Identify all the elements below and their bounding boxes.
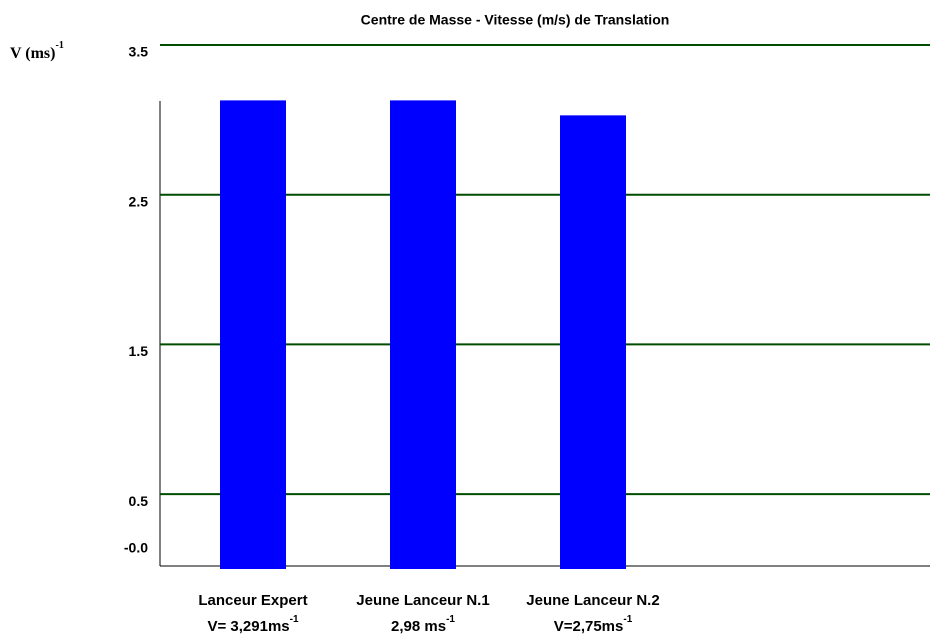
x-sublabel: V= 3,291ms-1 (207, 614, 298, 635)
x-sublabel-exponent: -1 (446, 614, 455, 625)
y-axis-label-exponent: -1 (55, 40, 63, 51)
x-sublabel-text: 2,98 ms (391, 618, 446, 635)
x-sublabel: V=2,75ms-1 (554, 614, 633, 635)
x-sublabel-text: V= 3,291ms (207, 618, 289, 635)
y-axis-label-text: V (ms) (10, 45, 55, 62)
y-tick-label: 1.5 (129, 343, 149, 359)
x-sublabel-exponent: -1 (623, 614, 632, 625)
bar (560, 115, 626, 569)
chart-title: Centre de Masse - Vitesse (m/s) de Trans… (361, 12, 670, 28)
x-tick-label: Jeune Lanceur N.2 (526, 592, 659, 609)
bar (390, 100, 456, 569)
x-tick-label: Lanceur Expert (198, 592, 307, 609)
y-tick-label: 0.5 (129, 493, 149, 509)
y-tick-label: 2.5 (129, 193, 149, 209)
x-tick-label: Jeune Lanceur N.1 (356, 592, 489, 609)
y-tick-label: -0.0 (124, 540, 148, 556)
bar (220, 100, 286, 569)
y-axis-label: V (ms)-1 (10, 40, 64, 61)
y-tick-label: 3.5 (129, 44, 149, 60)
x-sublabel-text: V=2,75ms (554, 618, 624, 635)
x-sublabel-exponent: -1 (290, 614, 299, 625)
x-sublabel: 2,98 ms-1 (391, 614, 455, 635)
